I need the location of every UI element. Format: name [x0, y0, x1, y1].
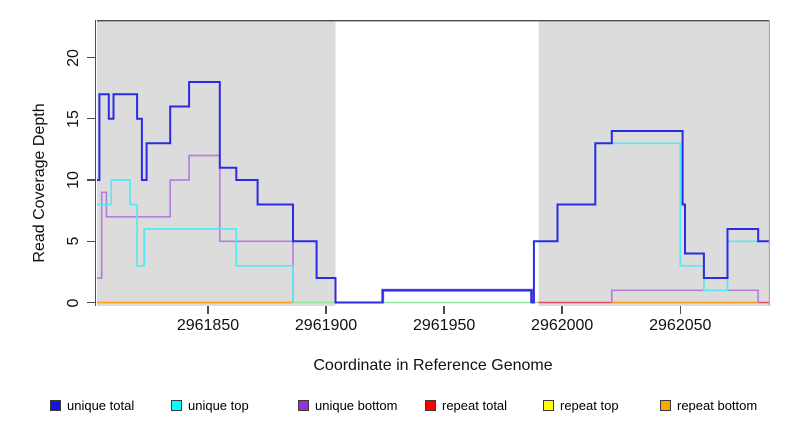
legend-item-repeat-bottom: repeat bottom: [660, 397, 758, 413]
x-tick: [443, 306, 445, 314]
y-tick-label: 5: [65, 236, 82, 246]
x-tick: [561, 306, 563, 314]
series-unique-bottom-mid: [381, 288, 533, 303]
legend-label: unique bottom: [315, 397, 398, 413]
x-axis-title: Coordinate in Reference Genome: [313, 357, 553, 374]
series-unique-total: [97, 81, 770, 304]
legend-item-unique-bottom: unique bottom: [298, 397, 398, 413]
legend-label: unique top: [188, 397, 249, 413]
y-tick-label: 0: [65, 298, 82, 307]
y-tick: [87, 301, 95, 304]
x-tick-label: 2962050: [649, 317, 712, 334]
legend-swatch-icon: [425, 399, 436, 411]
legend-label: repeat bottom: [677, 397, 758, 413]
y-tick-label: 15: [65, 109, 82, 128]
legend-item-repeat-top: repeat top: [543, 397, 619, 413]
y-tick: [87, 118, 95, 120]
series-unique-bottom: [610, 289, 760, 303]
x-tick-label: 2961850: [176, 317, 240, 334]
legend-swatch-icon: [171, 399, 182, 411]
legend-label: repeat top: [560, 397, 619, 413]
legend-swatch-icon: [660, 399, 671, 411]
legend-item-unique-total: unique total: [50, 397, 135, 413]
shaded-region: [97, 20, 336, 306]
series-unique-top: [97, 179, 294, 303]
series-unique-bottom: [97, 154, 294, 303]
y-tick: [87, 240, 95, 242]
legend-label: repeat total: [442, 397, 508, 413]
x-tick: [207, 306, 209, 314]
legend-item-repeat-total: repeat total: [425, 397, 508, 413]
y-axis-line: [95, 20, 97, 306]
x-tick: [325, 306, 327, 314]
shaded-region: [538, 20, 770, 306]
y-tick-label: 20: [65, 48, 82, 67]
x-tick-label: 2962000: [531, 317, 594, 334]
legend-swatch-icon: [50, 399, 61, 411]
legend-swatch-icon: [543, 399, 554, 411]
y-tick-label: 10: [65, 171, 82, 189]
y-tick: [87, 179, 95, 181]
legend-swatch-icon: [298, 399, 309, 411]
y-axis-title: Read Coverage Depth: [31, 103, 48, 263]
x-tick-label: 2961900: [294, 317, 358, 334]
x-tick-label: 2961950: [412, 317, 476, 334]
coverage-plot: [97, 20, 770, 306]
y-tick: [87, 56, 95, 59]
legend-item-unique-top: unique top: [171, 397, 249, 413]
x-tick: [679, 306, 681, 314]
legend-label: unique total: [67, 397, 135, 413]
